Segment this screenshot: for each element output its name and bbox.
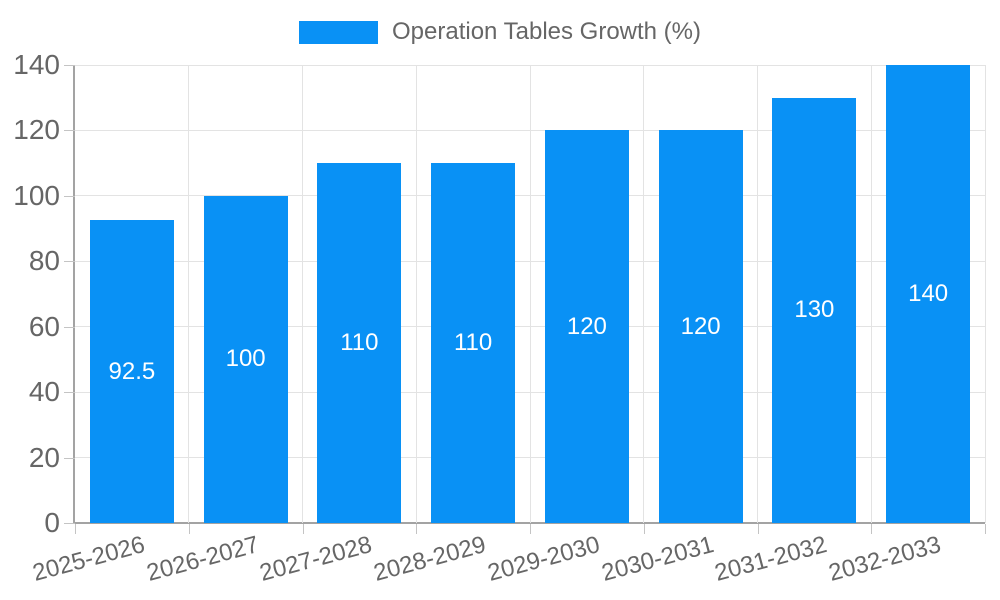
x-tick-mark	[757, 524, 759, 534]
bar[interactable]: 140	[886, 65, 971, 523]
x-tick-mark	[188, 524, 190, 534]
x-tick-mark	[416, 524, 418, 534]
y-tick-label: 100	[13, 179, 60, 211]
y-tick-label: 20	[28, 441, 60, 473]
bar[interactable]: 92.5	[89, 220, 174, 523]
legend-swatch	[298, 20, 378, 44]
y-tick-mark	[64, 130, 75, 132]
bar-value-label: 100	[225, 345, 266, 373]
bar-value-label: 110	[340, 329, 379, 357]
bar[interactable]: 130	[772, 97, 857, 523]
y-tick-label: 80	[28, 245, 60, 277]
y-tick-mark	[64, 195, 75, 197]
gridline-vertical	[643, 65, 645, 523]
bar[interactable]: 110	[317, 163, 402, 523]
x-tick-mark	[302, 524, 304, 534]
x-tick-label: 2030-2031	[598, 531, 717, 587]
x-tick-mark	[530, 524, 531, 534]
y-tick-mark	[64, 523, 75, 524]
y-tick-mark	[64, 65, 75, 66]
bar-value-label: 120	[680, 312, 721, 340]
y-tick-mark	[64, 326, 75, 328]
x-tick-label: 2029-2030	[484, 531, 603, 587]
bar-value-label: 92.5	[108, 357, 156, 385]
bar-value-label: 130	[794, 296, 835, 324]
x-tick-mark	[985, 524, 986, 534]
x-tick-mark	[75, 524, 76, 534]
y-tick-mark	[64, 261, 75, 263]
bar-value-label: 140	[908, 280, 949, 307]
gridline-vertical	[870, 65, 872, 523]
y-tick-label: 120	[13, 114, 60, 146]
y-tick-mark	[64, 392, 75, 394]
y-axis-line	[73, 65, 75, 523]
x-tick-mark	[643, 524, 645, 534]
gridline-vertical	[415, 65, 417, 523]
bar[interactable]: 120	[544, 130, 629, 523]
y-tick-label: 140	[13, 49, 60, 80]
legend[interactable]: Operation Tables Growth (%)	[0, 16, 1000, 48]
gridline-vertical	[529, 65, 531, 523]
x-tick-label: 2031-2032	[712, 531, 831, 587]
y-tick-label: 40	[28, 376, 60, 408]
bar-value-label: 110	[453, 329, 493, 357]
x-axis-line	[73, 522, 985, 524]
gridline-vertical	[757, 65, 758, 523]
plot-area: 92.5 100 110 110 120 120 130 140	[73, 64, 986, 524]
gridline-vertical	[188, 65, 190, 523]
x-tick-label: 2026-2027	[143, 531, 262, 587]
bar-value-label: 120	[566, 312, 607, 340]
legend-label: Operation Tables Growth (%)	[391, 18, 702, 45]
y-tick-mark	[64, 457, 75, 459]
x-tick-label: 2025-2026	[29, 531, 148, 587]
gridline-vertical	[302, 65, 303, 523]
x-tick-label: 2032-2033	[825, 531, 944, 587]
y-tick-label: 0	[44, 507, 60, 538]
bar[interactable]: 100	[203, 195, 288, 523]
y-tick-label: 60	[28, 310, 60, 342]
x-tick-label: 2028-2029	[370, 531, 489, 587]
gridline-vertical	[984, 65, 986, 523]
x-tick-mark	[871, 524, 873, 534]
x-tick-label: 2027-2028	[257, 531, 376, 587]
bar[interactable]: 110	[431, 163, 516, 523]
bar[interactable]: 120	[658, 130, 743, 523]
